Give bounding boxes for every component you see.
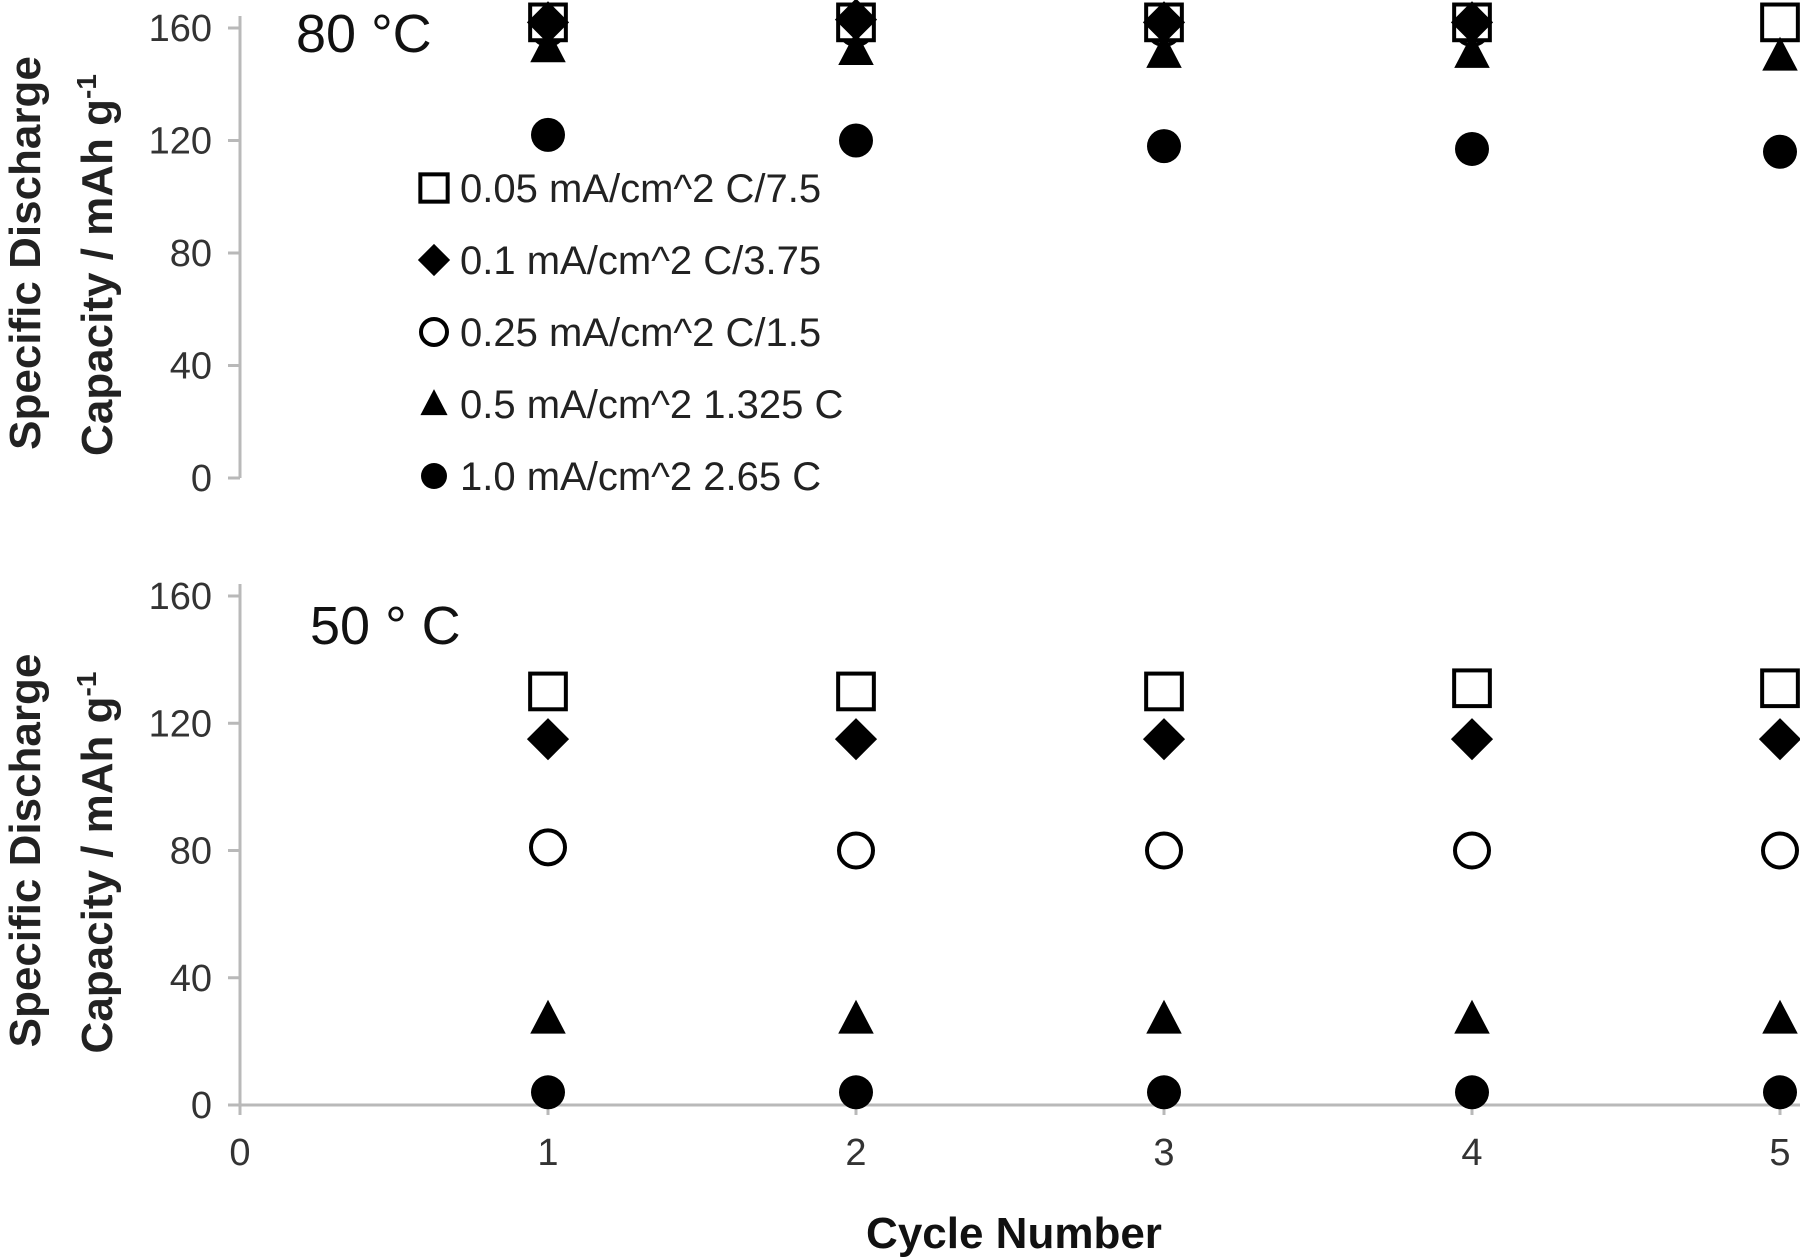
x-tick-label: 2 xyxy=(845,1132,866,1174)
data-point-circle-filled xyxy=(1147,129,1181,164)
x-tick-label: 1 xyxy=(537,1132,558,1174)
data-point-triangle-filled xyxy=(1146,33,1182,68)
data-point-circle-filled xyxy=(1763,134,1797,169)
data-point-circle-filled xyxy=(1147,1075,1181,1110)
data-point-diamond-filled xyxy=(1142,1,1186,44)
data-point-diamond-filled xyxy=(1142,718,1186,761)
y-axis-label-line1: Specific Discharge xyxy=(1,56,50,450)
panel-title: 80 °C xyxy=(296,4,432,64)
data-point-circle-open xyxy=(1145,831,1183,870)
data-point-circle-open xyxy=(1453,831,1491,870)
legend-marker-circle-filled xyxy=(421,463,447,489)
y-axis-label-line1: Specific Discharge xyxy=(1,654,50,1048)
panel-title: 50 ° C xyxy=(310,596,461,656)
panel-50c: 0 40 80 120 160 0 1 2 3 4 5 Cycle Number Specific Di… xyxy=(1,576,1800,1258)
data-point-diamond-filled xyxy=(1450,718,1494,761)
y-tick-label: 40 xyxy=(170,346,212,388)
x-tick-label: 4 xyxy=(1461,1132,1482,1174)
data-point-diamond-filled xyxy=(526,718,570,761)
x-tick-label: 5 xyxy=(1769,1132,1790,1174)
y-tick-label: 120 xyxy=(149,121,212,163)
data-point-triangle-filled xyxy=(530,28,566,63)
data-point-diamond-filled xyxy=(526,1,570,44)
legend-label: 0.05 mA/cm^2 C/7.5 xyxy=(460,167,821,211)
data-point-triangle-filled xyxy=(1146,999,1182,1034)
data-point-circle-filled xyxy=(1763,1075,1797,1110)
y-tick-label: 80 xyxy=(170,233,212,275)
y-tick-label: 120 xyxy=(149,703,212,745)
data-point-circle-filled xyxy=(839,123,873,158)
legend-label: 0.5 mA/cm^2 1.325 C xyxy=(460,383,843,427)
y-tick-label: 40 xyxy=(170,958,212,1000)
data-point-triangle-filled xyxy=(838,31,874,66)
legend: 0.05 mA/cm^2 C/7.5 0.1 mA/cm^2 C/3.75 0.25… xyxy=(417,167,843,499)
legend-label: 0.25 mA/cm^2 C/1.5 xyxy=(460,311,821,355)
y-tick-label: 160 xyxy=(149,576,212,618)
data-point-diamond-filled xyxy=(834,718,878,761)
data-point-square-open xyxy=(1760,668,1800,709)
legend-marker-circle-open xyxy=(419,317,449,347)
data-point-triangle-filled xyxy=(530,999,566,1034)
data-point-triangle-filled xyxy=(1762,36,1798,71)
data-point-circle-filled xyxy=(1455,1075,1489,1110)
data-point-triangle-filled xyxy=(838,999,874,1034)
y-tick-label: 160 xyxy=(149,8,212,50)
data-point-circle-open xyxy=(529,828,567,867)
data-point-diamond-filled xyxy=(834,0,878,41)
data-point-square-open xyxy=(836,671,876,712)
legend-marker-triangle-filled xyxy=(420,389,448,416)
panel-80c: 0 40 80 120 160 Specific Discharge Capacity / … xyxy=(1,0,1800,500)
y-tick-label: 0 xyxy=(191,458,212,500)
data-point-triangle-filled xyxy=(1454,33,1490,68)
x-tick-label: 3 xyxy=(1153,1132,1174,1174)
y-axis-label-line2: Capacity / mAh g-1 xyxy=(71,672,122,1054)
y-tick-label: 0 xyxy=(191,1085,212,1127)
legend-marker-diamond-filled xyxy=(417,243,451,277)
legend-marker-square-open xyxy=(418,172,450,204)
x-axis-label: Cycle Number xyxy=(866,1209,1162,1258)
y-tick-label: 80 xyxy=(170,831,212,873)
data-point-square-open xyxy=(1452,668,1492,709)
data-point-diamond-filled xyxy=(1450,1,1494,44)
data-point-triangle-filled xyxy=(1454,999,1490,1034)
data-point-square-open xyxy=(528,671,568,712)
data-point-circle-open xyxy=(837,831,875,870)
y-axis-label-line2: Capacity / mAh g-1 xyxy=(71,74,122,456)
data-point-circle-open xyxy=(1761,831,1799,870)
x-tick-label: 0 xyxy=(229,1132,250,1174)
data-point-circle-filled xyxy=(1455,131,1489,166)
data-point-square-open xyxy=(1144,671,1184,712)
data-point-diamond-filled xyxy=(1758,718,1800,761)
data-point-circle-filled xyxy=(839,1075,873,1110)
data-point-triangle-filled xyxy=(1762,999,1798,1034)
data-point-circle-filled xyxy=(531,117,565,152)
data-point-circle-filled xyxy=(531,1075,565,1110)
legend-label: 1.0 mA/cm^2 2.65 C xyxy=(460,455,821,499)
legend-label: 0.1 mA/cm^2 C/3.75 xyxy=(460,239,821,283)
data-point-square-open xyxy=(1760,2,1800,43)
